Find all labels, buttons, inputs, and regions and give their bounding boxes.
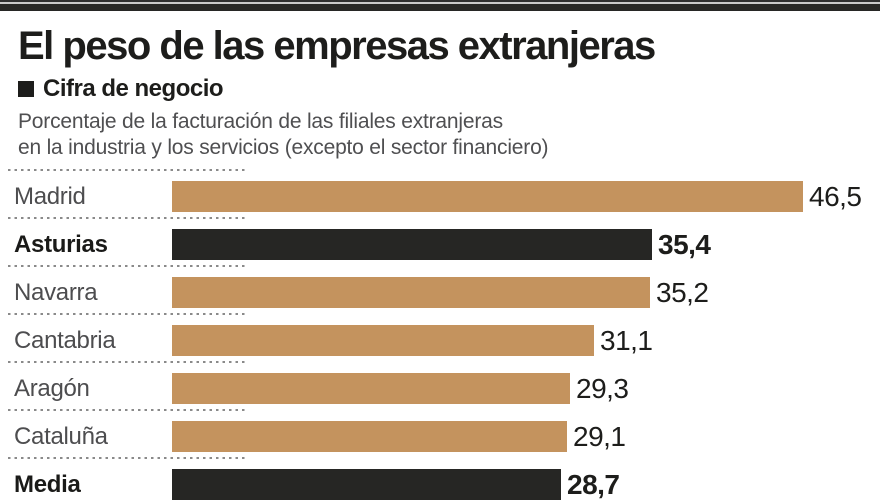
category-label: Aragón xyxy=(14,374,90,402)
value-label: 46,5 xyxy=(809,180,862,212)
row-content: Asturias 35,4 xyxy=(0,229,880,260)
top-rule-gap xyxy=(0,2,880,4)
legend-label: Cifra de negocio xyxy=(43,75,224,102)
row-content: Cataluña 29,1 xyxy=(0,421,880,452)
row-separator xyxy=(8,169,245,171)
chart-row: Media 28,7 xyxy=(0,456,880,504)
chart-row: Cantabria 31,1 xyxy=(0,312,880,360)
top-rule-thin xyxy=(0,0,880,2)
row-separator xyxy=(8,265,245,267)
legend: Cifra de negocio xyxy=(18,75,880,103)
bar xyxy=(172,181,803,212)
category-label: Madrid xyxy=(14,182,86,210)
black-square-icon xyxy=(18,81,34,97)
row-content: Navarra 35,2 xyxy=(0,277,880,308)
bar xyxy=(172,373,570,404)
category-label: Media xyxy=(14,470,81,498)
chart-row: Aragón 29,3 xyxy=(0,360,880,408)
chart-row: Cataluña 29,1 xyxy=(0,408,880,456)
chart-row: Asturias 35,4 xyxy=(0,216,880,264)
description-line-2: en la industria y los servicios (excepto… xyxy=(18,136,549,159)
row-content: Cantabria 31,1 xyxy=(0,325,880,356)
bar xyxy=(172,325,594,356)
chart-row: Madrid 46,5 xyxy=(0,168,880,216)
bar xyxy=(172,277,650,308)
row-separator xyxy=(8,313,245,315)
value-label: 28,7 xyxy=(567,468,620,500)
value-label: 31,1 xyxy=(600,324,653,356)
value-label: 29,1 xyxy=(573,420,626,452)
category-label: Cantabria xyxy=(14,326,116,354)
value-label: 29,3 xyxy=(576,372,629,404)
chart: Madrid 46,5 Asturias 35,4 Navarra 35,2 Cantabr… xyxy=(0,168,880,504)
value-label: 35,2 xyxy=(656,276,709,308)
value-label: 35,4 xyxy=(658,228,711,260)
chart-description: Porcentaje de la facturación de las fili… xyxy=(18,109,880,161)
row-separator xyxy=(8,457,245,459)
row-content: Madrid 46,5 xyxy=(0,181,880,212)
category-label: Navarra xyxy=(14,278,98,306)
row-content: Media 28,7 xyxy=(0,469,880,500)
bar xyxy=(172,469,561,500)
top-rule-thick xyxy=(0,4,880,11)
page-title: El peso de las empresas extranjeras xyxy=(18,24,656,68)
category-label: Cataluña xyxy=(14,422,108,450)
description-line-1: Porcentaje de la facturación de las fili… xyxy=(18,110,503,133)
row-separator xyxy=(8,361,245,363)
bar xyxy=(172,229,652,260)
row-separator xyxy=(8,409,245,411)
row-separator xyxy=(8,217,245,219)
row-content: Aragón 29,3 xyxy=(0,373,880,404)
bar xyxy=(172,421,567,452)
category-label: Asturias xyxy=(14,230,108,258)
chart-row: Navarra 35,2 xyxy=(0,264,880,312)
